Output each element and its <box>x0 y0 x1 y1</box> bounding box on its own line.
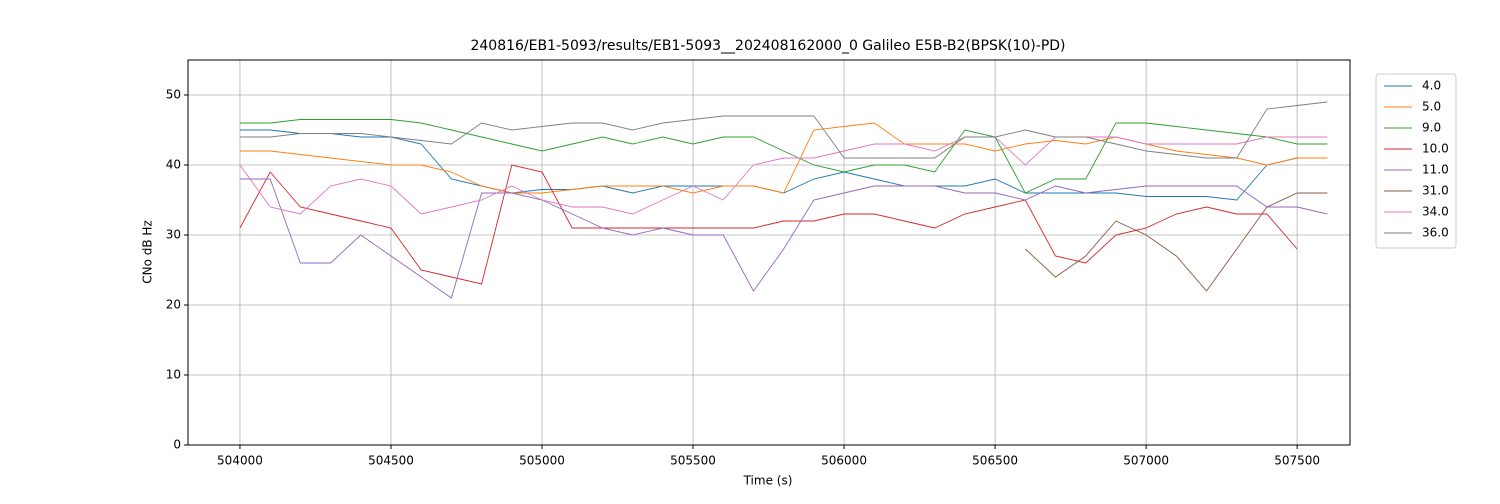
plot-frame <box>187 59 1351 446</box>
x-tick-label: 506500 <box>972 454 1018 468</box>
legend-label: 36.0 <box>1422 226 1449 240</box>
y-tick-label: 0 <box>173 438 181 452</box>
series-line <box>239 101 1328 159</box>
y-tick-label: 50 <box>166 88 181 102</box>
x-tick-label: 505000 <box>519 454 565 468</box>
legend-label: 5.0 <box>1422 100 1441 114</box>
series-line <box>239 164 1298 285</box>
series-line <box>239 136 1328 215</box>
y-axis-label: CNo dB Hz <box>141 220 155 284</box>
legend-label: 11.0 <box>1422 163 1449 177</box>
legend-label: 9.0 <box>1422 121 1441 135</box>
series-line <box>239 119 1328 194</box>
x-tick-label: 507000 <box>1123 454 1169 468</box>
legend-label: 10.0 <box>1422 142 1449 156</box>
legend-label: 34.0 <box>1422 205 1449 219</box>
x-tick-label: 507500 <box>1274 454 1320 468</box>
y-tick-label: 30 <box>166 228 181 242</box>
x-tick-label: 504500 <box>368 454 414 468</box>
series-line <box>1024 192 1328 292</box>
x-axis-label: Time (s) <box>743 474 793 488</box>
series-line <box>239 178 1328 299</box>
legend-label: 31.0 <box>1422 184 1449 198</box>
x-tick-label: 506000 <box>821 454 867 468</box>
y-tick-label: 20 <box>166 298 181 312</box>
legend-box <box>1375 73 1457 249</box>
chart-title: 240816/EB1-5093/results/EB1-5093__202408… <box>470 38 1065 54</box>
x-tick-label: 505500 <box>670 454 716 468</box>
legend-label: 4.0 <box>1422 79 1441 93</box>
y-tick-label: 10 <box>166 368 181 382</box>
y-tick-label: 40 <box>166 158 181 172</box>
x-tick-label: 504000 <box>217 454 263 468</box>
